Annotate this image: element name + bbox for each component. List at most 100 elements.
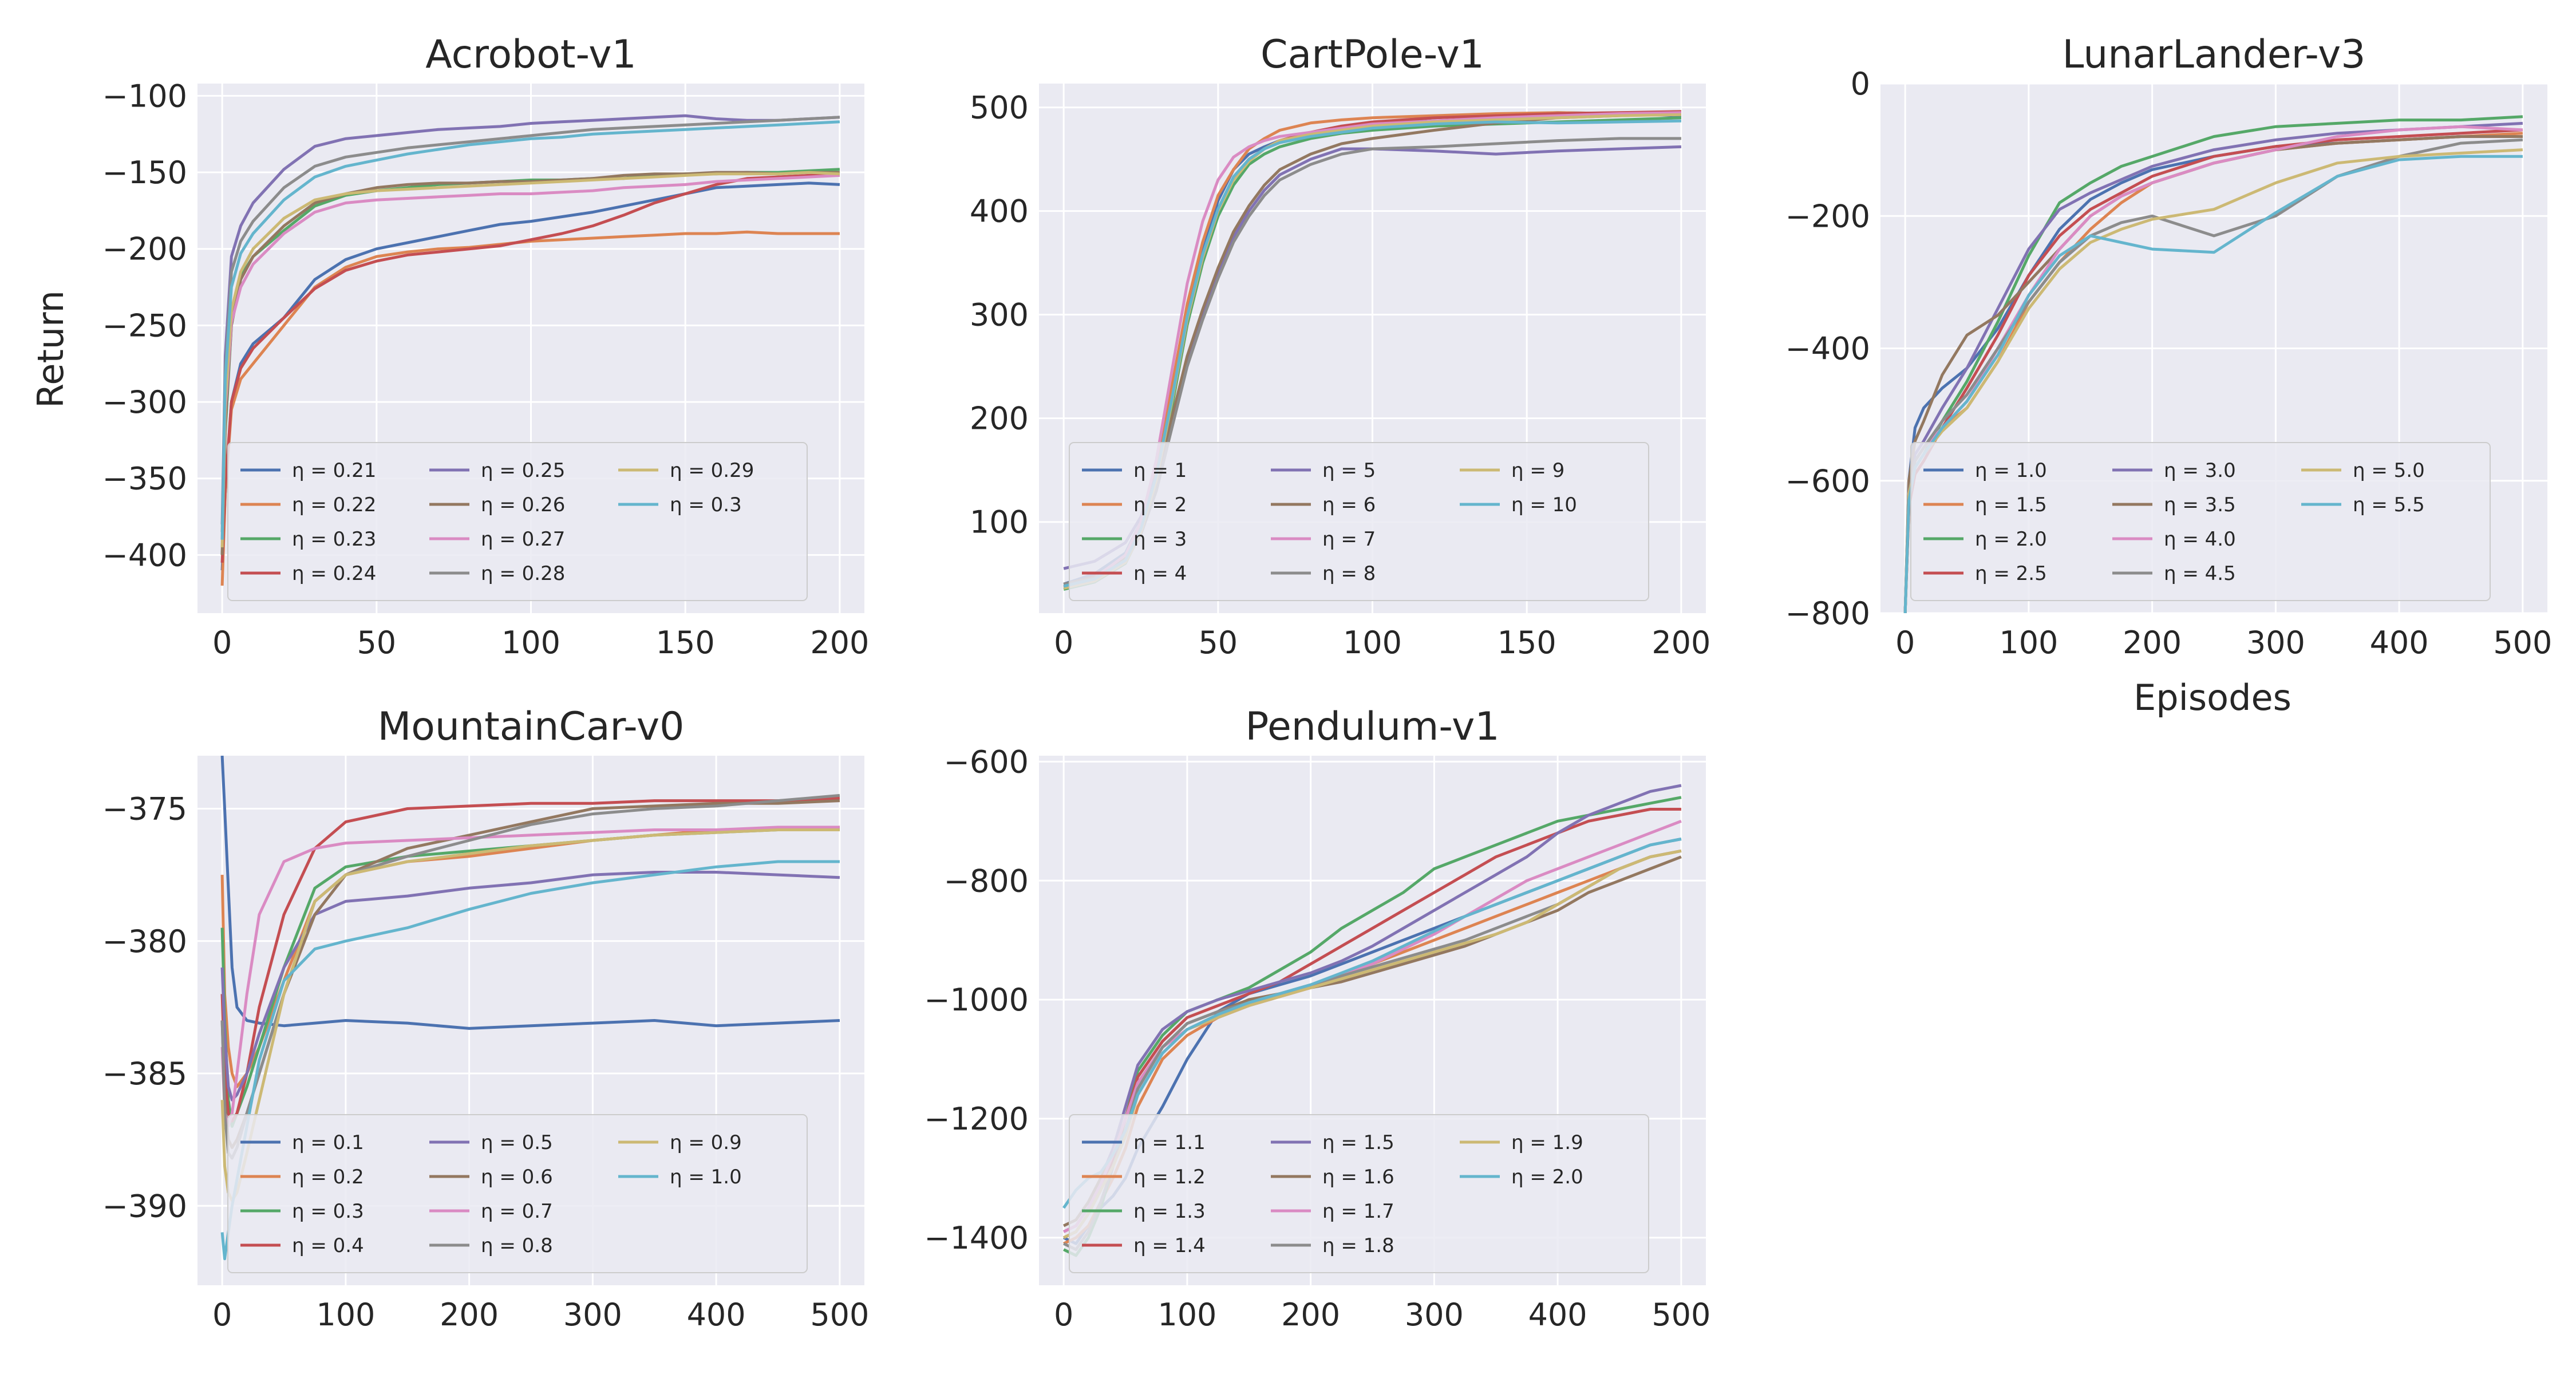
y-tick-label: −250: [102, 307, 187, 344]
legend-label: η = 2: [1133, 493, 1187, 516]
chart-panel-1: 0 50 100 150 200 100 200 300 400 500 CartPole-v1 η …: [970, 32, 1710, 661]
legend-frame: [1069, 1114, 1649, 1273]
legend-frame: [227, 442, 808, 601]
x-tick-label: 200: [2123, 625, 2182, 661]
y-tick-label: −390: [102, 1188, 187, 1224]
x-tick-label: 100: [501, 625, 560, 661]
legend-label: η = 0.4: [292, 1234, 364, 1257]
legend-label: η = 5: [1322, 459, 1376, 482]
x-tick-label: 400: [2370, 625, 2429, 661]
legend-label: η = 1.3: [1133, 1200, 1206, 1223]
y-tick-label: −1200: [924, 1101, 1029, 1137]
x-axis-label-episodes: Episodes: [2134, 677, 2291, 718]
legend-label: η = 0.25: [481, 459, 565, 482]
legend-frame: [227, 1114, 808, 1273]
legend-label: η = 7: [1322, 528, 1376, 551]
legend-label: η = 1.0: [1975, 459, 2047, 482]
x-tick-label: 50: [1198, 625, 1238, 661]
y-tick-label: −375: [102, 791, 187, 827]
x-tick-label: 200: [1281, 1297, 1340, 1333]
legend-label: η = 1: [1133, 459, 1187, 482]
legend-frame: [1069, 442, 1649, 601]
legend-label: η = 1.7: [1322, 1200, 1394, 1223]
y-tick-label: −800: [944, 863, 1029, 899]
y-tick-label: −600: [1785, 463, 1870, 499]
y-tick-label: 500: [970, 90, 1029, 126]
legend-label: η = 9: [1511, 459, 1564, 482]
legend-label: η = 1.2: [1133, 1166, 1206, 1189]
legend: η = 1.0 η = 1.5 η = 2.0 η = 2.5 η = 3.0 η = 3…: [1910, 442, 2491, 601]
chart-panel-3: 0 100 200 300 400 500 −375 −380 −385 −390 Mountain…: [102, 704, 870, 1333]
series-line-9: [220, 120, 840, 540]
chart-panel-2: 0 100 200 300 400 500 0 −200 −400 −600 −800 LunarLa…: [1785, 32, 2553, 661]
x-tick-label: 200: [440, 1297, 499, 1333]
legend-label: η = 0.24: [292, 562, 376, 585]
chart-title: LunarLander-v3: [2063, 32, 2366, 77]
series-line-8: [220, 171, 840, 548]
y-tick-label: −100: [102, 78, 187, 114]
legend-label: η = 2.0: [1511, 1166, 1583, 1189]
legend-label: η = 4.5: [2164, 562, 2236, 585]
legend-label: η = 0.3: [670, 493, 742, 516]
x-tick-label: 300: [1405, 1297, 1464, 1333]
series-line-0: [220, 181, 840, 571]
x-tick-label: 150: [1498, 625, 1556, 661]
legend: η = 0.1 η = 0.2 η = 0.3 η = 0.4 η = 0.5 η = 0…: [227, 1114, 808, 1273]
series-group: [220, 114, 840, 586]
legend: η = 0.21 η = 0.22 η = 0.23 η = 0.24 η = 0.25…: [227, 442, 808, 601]
legend-label: η = 0.26: [481, 493, 565, 516]
y-tick-label: 100: [970, 504, 1029, 540]
legend-label: η = 5.5: [2353, 493, 2425, 516]
chart-title: CartPole-v1: [1261, 32, 1484, 77]
legend-label: η = 1.5: [1322, 1131, 1394, 1154]
legend-label: η = 0.5: [481, 1131, 553, 1154]
y-tick-label: −350: [102, 461, 187, 497]
legend-label: η = 0.29: [670, 459, 754, 482]
y-tick-label: −600: [944, 744, 1029, 780]
y-tick-label: −380: [102, 923, 187, 960]
x-tick-label: 0: [212, 625, 232, 661]
y-tick-label: −1400: [924, 1220, 1029, 1256]
series-line-5: [220, 171, 840, 555]
x-tick-label: 200: [1652, 625, 1710, 661]
y-tick-label: −800: [1785, 595, 1870, 631]
legend-label: η = 8: [1322, 562, 1376, 585]
y-tick-label: −400: [1785, 331, 1870, 367]
x-tick-label: 300: [2246, 625, 2305, 661]
x-tick-label: 0: [1895, 625, 1915, 661]
legend-label: η = 10: [1511, 493, 1577, 516]
legend-label: η = 5.0: [2353, 459, 2425, 482]
legend-label: η = 6: [1322, 493, 1376, 516]
x-tick-label: 50: [357, 625, 396, 661]
y-tick-label: −150: [102, 155, 187, 191]
legend-label: η = 2.5: [1975, 562, 2047, 585]
chart-title: MountainCar-v0: [378, 704, 685, 749]
chart-title: Pendulum-v1: [1245, 704, 1499, 749]
legend-label: η = 0.1: [292, 1131, 364, 1154]
legend-label: η = 2.0: [1975, 528, 2047, 551]
y-tick-label: 200: [970, 401, 1029, 437]
x-tick-label: 150: [656, 625, 715, 661]
legend-label: η = 3: [1133, 528, 1187, 551]
legend-label: η = 4.0: [2164, 528, 2236, 551]
x-tick-label: 500: [810, 1297, 869, 1333]
legend: η = 1 η = 2 η = 3 η = 4 η = 5 η = 6 η = 7 η = 8…: [1069, 442, 1649, 601]
x-tick-label: 0: [1054, 1297, 1073, 1333]
legend-label: η = 0.3: [292, 1200, 364, 1223]
series-line-6: [220, 173, 840, 540]
legend-label: η = 0.6: [481, 1166, 553, 1189]
legend-label: η = 1.4: [1133, 1234, 1206, 1257]
x-tick-label: 300: [563, 1297, 622, 1333]
legend-label: η = 1.8: [1322, 1234, 1394, 1257]
chart-panel-4: 0 100 200 300 400 500 −600 −800 −1000 −1200 −1400 P…: [924, 704, 1710, 1333]
legend-label: η = 0.22: [292, 493, 376, 516]
legend-label: η = 4: [1133, 562, 1187, 585]
legend: η = 1.1 η = 1.2 η = 1.3 η = 1.4 η = 1.5 η = 1…: [1069, 1114, 1649, 1273]
series-line-0: [220, 756, 840, 1030]
y-axis-label-return: Return: [30, 290, 72, 408]
x-tick-label: 100: [1999, 625, 2058, 661]
legend-label: η = 0.27: [481, 528, 565, 551]
legend-label: η = 1.0: [670, 1166, 742, 1189]
legend-label: η = 1.5: [1975, 493, 2047, 516]
y-tick-label: −1000: [924, 982, 1029, 1018]
